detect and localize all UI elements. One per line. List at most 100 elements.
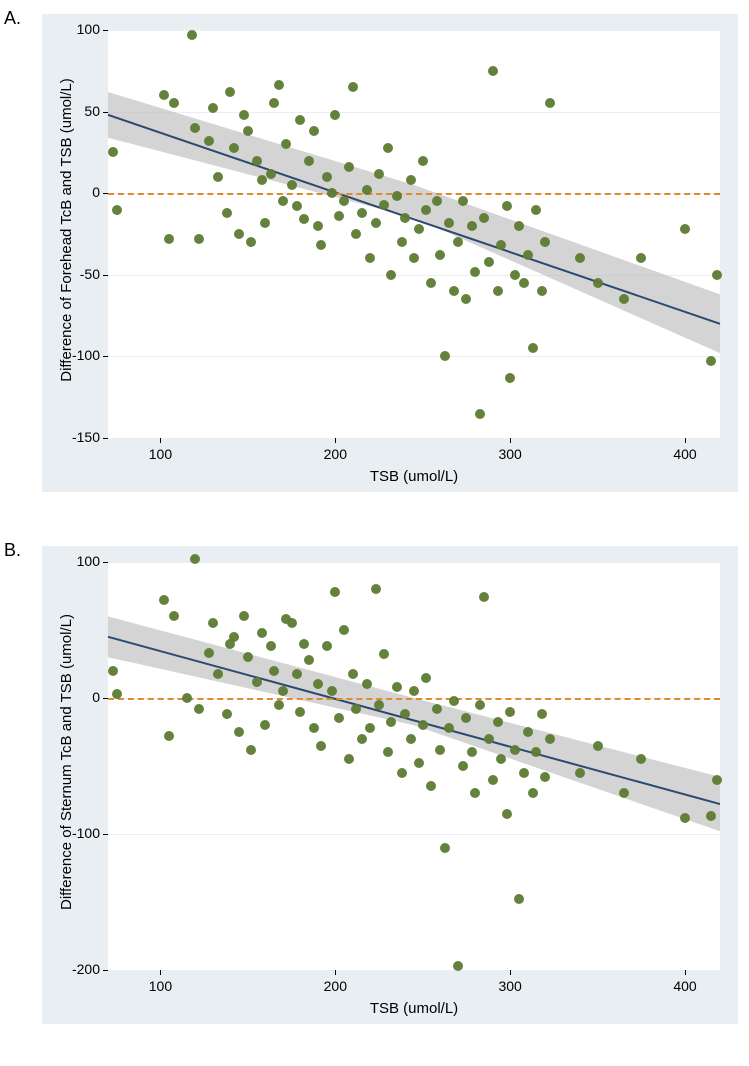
data-point [397, 237, 407, 247]
data-point [421, 205, 431, 215]
data-point [421, 673, 431, 683]
data-point [449, 696, 459, 706]
data-point [414, 758, 424, 768]
data-point [528, 788, 538, 798]
data-point [523, 250, 533, 260]
data-point [295, 707, 305, 717]
data-point [619, 788, 629, 798]
data-point [182, 693, 192, 703]
data-point [327, 686, 337, 696]
data-point [222, 208, 232, 218]
data-point [458, 761, 468, 771]
data-point [266, 641, 276, 651]
data-point [383, 747, 393, 757]
y-tick-label: 100 [77, 553, 100, 569]
data-point [493, 717, 503, 727]
data-point [510, 270, 520, 280]
x-tick-label: 300 [490, 446, 530, 462]
data-point [257, 628, 267, 638]
data-point [213, 669, 223, 679]
x-tick-label: 400 [665, 978, 705, 994]
data-point [260, 720, 270, 730]
grid-line [108, 438, 720, 439]
x-tick-mark [685, 438, 686, 443]
data-point [159, 595, 169, 605]
data-point [309, 723, 319, 733]
data-point [229, 143, 239, 153]
data-point [371, 584, 381, 594]
data-point [234, 229, 244, 239]
data-point [339, 196, 349, 206]
y-tick-mark [103, 30, 108, 31]
data-point [351, 229, 361, 239]
data-point [435, 745, 445, 755]
data-point [575, 253, 585, 263]
confidence-band [108, 92, 720, 353]
data-point [706, 356, 716, 366]
y-tick-label: -100 [72, 347, 100, 363]
y-tick-mark [103, 562, 108, 563]
data-point [243, 126, 253, 136]
data-point [484, 734, 494, 744]
data-point [299, 639, 309, 649]
x-tick-mark [510, 970, 511, 975]
x-tick-label: 100 [140, 446, 180, 462]
x-tick-mark [160, 970, 161, 975]
data-point [406, 734, 416, 744]
data-point [322, 641, 332, 651]
data-point [334, 713, 344, 723]
data-point [357, 208, 367, 218]
data-point [461, 294, 471, 304]
x-tick-mark [510, 438, 511, 443]
data-point [519, 768, 529, 778]
data-point [351, 704, 361, 714]
data-point [169, 611, 179, 621]
data-point [344, 754, 354, 764]
data-point [371, 218, 381, 228]
data-point [278, 686, 288, 696]
data-point [479, 592, 489, 602]
data-point [444, 723, 454, 733]
data-point [636, 253, 646, 263]
data-point [406, 175, 416, 185]
y-tick-label: -200 [72, 961, 100, 977]
data-point [252, 156, 262, 166]
data-point [225, 87, 235, 97]
data-point [400, 709, 410, 719]
y-tick-label: -100 [72, 825, 100, 841]
data-point [379, 649, 389, 659]
data-point [269, 98, 279, 108]
panel-a-background: Difference of Forehead TcB and TSB (umol… [42, 14, 738, 492]
data-point [169, 98, 179, 108]
data-point [467, 221, 477, 231]
data-point [362, 185, 372, 195]
reference-line [108, 698, 720, 700]
data-point [444, 218, 454, 228]
panel-b-y-axis-label: Difference of Sternum TcB and TSB (umol/… [58, 558, 75, 966]
data-point [475, 409, 485, 419]
data-point [470, 267, 480, 277]
data-point [269, 666, 279, 676]
data-point [365, 253, 375, 263]
data-point [374, 700, 384, 710]
data-point [392, 191, 402, 201]
y-tick-label: -150 [72, 429, 100, 445]
data-point [467, 747, 477, 757]
data-point [246, 237, 256, 247]
data-point [496, 240, 506, 250]
data-point [510, 745, 520, 755]
regression-overlay [108, 562, 720, 970]
data-point [523, 727, 533, 737]
data-point [281, 139, 291, 149]
data-point [322, 172, 332, 182]
data-point [348, 669, 358, 679]
data-point [239, 110, 249, 120]
data-point [636, 754, 646, 764]
data-point [383, 143, 393, 153]
x-tick-mark [160, 438, 161, 443]
data-point [208, 103, 218, 113]
regression-line [108, 637, 720, 804]
data-point [299, 214, 309, 224]
data-point [712, 270, 722, 280]
data-point [239, 611, 249, 621]
